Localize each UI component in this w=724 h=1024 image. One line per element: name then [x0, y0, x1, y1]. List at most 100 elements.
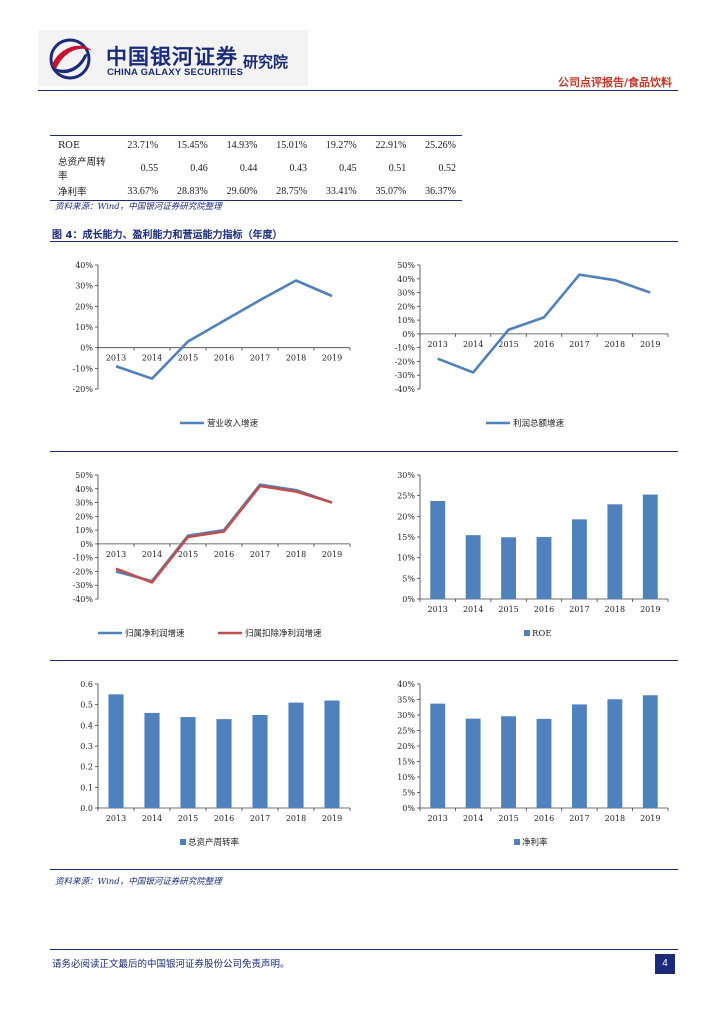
y-tick-label: 30% — [75, 282, 93, 291]
roe-chart: 0% 5% 10% 15% 20% 25% 30% 2013 2014 2015 2016 2017 2… — [397, 471, 669, 639]
bar — [430, 500, 446, 599]
x-tick-label: 2017 — [250, 550, 270, 559]
bar — [642, 494, 658, 599]
header: 中国银河证券 CHINA GALAXY SECURITIES 研究院 公司点评报… — [38, 30, 678, 92]
table-cell: 0.55 — [140, 162, 159, 174]
y-tick-label: 15% — [397, 533, 415, 542]
y-tick-label: -20% — [73, 385, 94, 394]
table-cell: 19.27% — [325, 139, 357, 151]
y-tick-label: 50% — [397, 261, 415, 270]
figure-top-rule — [50, 241, 678, 242]
x-tick-label: 2014 — [463, 605, 483, 614]
y-tick-label: 40% — [75, 485, 93, 494]
table-cell: 15.45% — [176, 139, 208, 151]
legend-label: 总资产周转率 — [188, 837, 240, 848]
y-tick-label: 10% — [397, 773, 415, 782]
series-line — [437, 273, 651, 374]
y-tick-label: 25% — [397, 492, 415, 501]
legend-label: ROE — [532, 629, 552, 639]
legend-label: 净利率 — [522, 837, 548, 848]
table-row: 净利率 33.67% 28.83% 29.60% 28.75% 33.41% 35.07% 3… — [50, 182, 462, 200]
table-top-rule — [50, 135, 462, 136]
y-tick-label: 10% — [75, 526, 93, 535]
legend-swatch — [514, 839, 520, 845]
y-tick-label: 10% — [397, 316, 415, 325]
y-tick-label: 0.3 — [80, 742, 93, 751]
table-cell: 36.37% — [425, 185, 456, 197]
x-tick-label: 2015 — [498, 814, 518, 823]
net-margin-chart: 0% 5% 10% 15% 20% 25% 30% 35% 40% 2013 2014 2015 201… — [397, 680, 669, 848]
y-tick-label: -20% — [395, 357, 416, 366]
x-tick-label: 2019 — [640, 605, 660, 614]
bar — [536, 718, 552, 808]
x-tick-label: 2018 — [605, 814, 625, 823]
x-tick-label: 2016 — [214, 354, 234, 363]
y-tick-label: 0.4 — [80, 721, 93, 730]
x-tick-label: 2014 — [463, 340, 483, 349]
table-row: 总资产周转率 0.55 0.46 0.44 0.43 0.45 0.51 0.52 — [50, 154, 462, 182]
x-tick-label: 2015 — [498, 605, 518, 614]
y-tick-label: 30% — [397, 711, 415, 720]
table-bottom-rule — [50, 200, 462, 201]
x-tick-label: 2018 — [286, 814, 306, 823]
x-tick-label: 2017 — [250, 814, 270, 823]
table-cell: 23.71% — [127, 139, 159, 151]
y-tick-label: -40% — [73, 595, 94, 604]
footer-rule — [50, 949, 678, 950]
y-tick-label: 0.0 — [80, 804, 93, 813]
y-tick-label: 25% — [397, 727, 415, 736]
y-tick-label: 5% — [402, 789, 415, 798]
y-tick-label: 0% — [402, 330, 415, 339]
legend-swatch — [524, 630, 530, 636]
figure-row-rule-1 — [50, 451, 678, 452]
y-tick-label: -20% — [73, 567, 94, 576]
bar — [642, 695, 658, 808]
x-tick-label: 2018 — [605, 605, 625, 614]
y-tick-label: 0.5 — [80, 701, 93, 710]
table-cell: 0.52 — [438, 162, 457, 174]
x-tick-label: 2014 — [142, 550, 162, 559]
figure-source: 资料来源：Wind，中国银河证券研究院整理 — [55, 877, 222, 887]
company-name-en: CHINA GALAXY SECURITIES — [107, 67, 244, 78]
y-tick-label: 0.6 — [80, 680, 93, 689]
y-tick-label: 40% — [397, 680, 415, 689]
header-rule — [38, 90, 678, 91]
company-name-cn: 中国银河证券 — [106, 45, 238, 69]
y-tick-label: 40% — [397, 275, 415, 284]
x-tick-label: 2018 — [286, 354, 306, 363]
y-tick-label: 0% — [402, 595, 415, 604]
y-tick-label: -40% — [395, 385, 416, 394]
x-tick-label: 2014 — [142, 814, 162, 823]
figure-row-rule-2 — [50, 660, 678, 661]
x-tick-label: 2015 — [178, 550, 198, 559]
metrics-table: ROE 23.71% 15.45% 14.93% 15.01% 19.27% 22.91% 2… — [50, 136, 462, 200]
x-tick-label: 2013 — [428, 814, 448, 823]
bar — [216, 719, 232, 808]
bar — [571, 704, 587, 808]
x-tick-label: 2013 — [106, 814, 126, 823]
footer-disclaimer: 请务必阅读正文最后的中国银河证券股份公司免责声明。 — [52, 959, 290, 970]
x-tick-label: 2017 — [569, 340, 589, 349]
x-tick-label: 2017 — [250, 354, 270, 363]
x-tick-label: 2015 — [178, 354, 198, 363]
x-tick-label: 2016 — [214, 814, 234, 823]
bar — [465, 535, 481, 599]
asset-turnover-chart: 0.0 0.1 0.2 0.3 0.4 0.5 0.6 2013 2014 2015 2016 201… — [80, 680, 351, 848]
y-tick-label: -10% — [395, 344, 416, 353]
table-cell: 28.75% — [276, 185, 308, 197]
bar — [607, 699, 623, 808]
table-cell: 0.44 — [239, 162, 258, 174]
legend-swatch — [180, 839, 186, 845]
table-cell: 0.45 — [339, 162, 357, 174]
x-tick-label: 2019 — [322, 814, 342, 823]
y-tick-label: 40% — [75, 261, 93, 270]
bar — [108, 694, 124, 808]
table-cell: 33.67% — [127, 185, 159, 197]
y-tick-label: -30% — [395, 371, 416, 380]
y-tick-label: 30% — [397, 289, 415, 298]
net-profit-growth-chart: -40% -30% -20% -10% 0% 10% 20% 30% 40% 50% 2013 201… — [73, 471, 351, 639]
x-tick-label: 2016 — [534, 814, 554, 823]
table-source: 资料来源：Wind，中国银河证券研究院整理 — [55, 202, 222, 212]
x-tick-label: 2016 — [534, 605, 554, 614]
y-tick-label: 20% — [397, 302, 415, 311]
